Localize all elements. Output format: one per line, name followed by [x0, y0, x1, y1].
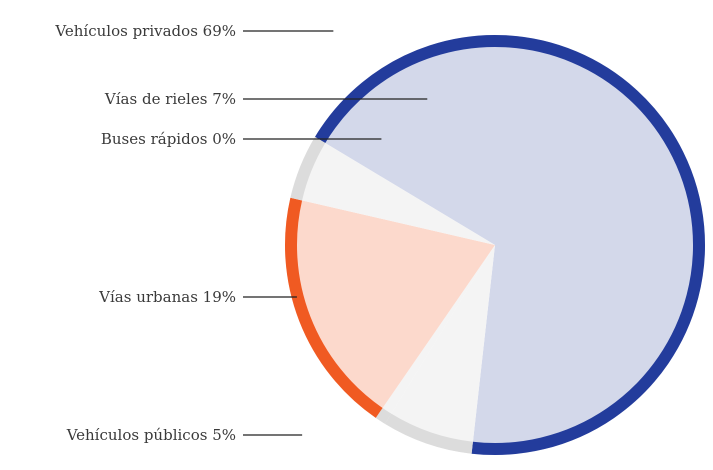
- pie-slice-buses-rapidos: [375, 245, 495, 424]
- pie-slice-vias-de-rieles: [384, 245, 495, 454]
- slice-label-vehiculos-publicos: Vehículos públicos 5%: [66, 426, 236, 444]
- pie-slice-vehiculos-privados: [314, 35, 705, 455]
- pie-slice-vias-urbanas: [284, 197, 495, 418]
- pie-rim-vias-de-rieles: [384, 413, 474, 454]
- pie-rim-buses-rapidos: [375, 407, 392, 424]
- pie-rim-vehiculos-publicos: [290, 136, 326, 201]
- labels-layer: Vehículos privados 69% Vías de rieles 7%…: [54, 22, 236, 444]
- slices-layer: [284, 35, 705, 455]
- pie-slice-vehiculos-publicos: [290, 136, 495, 245]
- slice-label-vias-de-rieles: Vías de rieles 7%: [104, 90, 236, 108]
- slice-label-buses-rapidos: Buses rápidos 0%: [101, 130, 236, 148]
- pie-rim-vias-urbanas: [285, 197, 383, 418]
- slice-label-vias-urbanas: Vías urbanas 19%: [98, 288, 236, 306]
- pie-rim-vehiculos-privados: [315, 35, 705, 455]
- slice-label-vehiculos-privados: Vehículos privados 69%: [54, 22, 236, 40]
- leaders-layer: [243, 30, 428, 436]
- rims-layer: [285, 35, 705, 455]
